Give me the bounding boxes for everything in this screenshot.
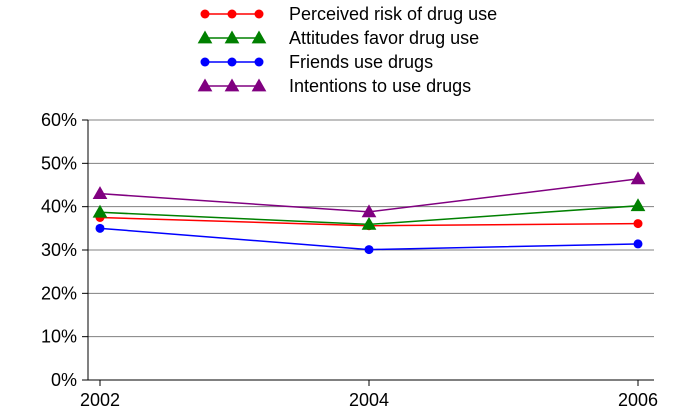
legend-marker xyxy=(224,30,240,44)
legend-label: Perceived risk of drug use xyxy=(289,4,497,24)
y-axis-ticks: 0% 10% 20% 30% 40% 50% 60% xyxy=(41,110,88,390)
legend-marker xyxy=(251,30,267,44)
legend-marker xyxy=(254,9,264,19)
data-point xyxy=(364,245,374,255)
y-tick-label: 10% xyxy=(41,327,77,347)
legend-marker xyxy=(197,30,213,44)
legend-label: Attitudes favor drug use xyxy=(289,28,479,48)
legend-label: Intentions to use drugs xyxy=(289,76,471,96)
y-tick-label: 50% xyxy=(41,153,77,173)
legend-marker xyxy=(227,9,237,19)
legend-marker xyxy=(200,57,210,67)
y-tick-label: 30% xyxy=(41,240,77,260)
legend-marker xyxy=(254,57,264,67)
x-tick-label: 2006 xyxy=(618,390,658,410)
series-intentions-to-use-drugs xyxy=(92,171,646,218)
y-tick-label: 0% xyxy=(51,370,77,390)
legend: Perceived risk of drug use Attitudes favo… xyxy=(197,4,497,96)
y-tick-label: 20% xyxy=(41,283,77,303)
data-point xyxy=(630,198,646,212)
legend-marker xyxy=(251,78,267,92)
data-point xyxy=(361,216,377,230)
legend-item: Friends use drugs xyxy=(200,52,433,72)
legend-marker xyxy=(227,57,237,67)
legend-item: Intentions to use drugs xyxy=(197,76,471,96)
data-point xyxy=(633,239,643,249)
series-attitudes-favor-drug-use xyxy=(92,198,646,230)
legend-marker xyxy=(224,78,240,92)
data-point xyxy=(92,204,108,218)
legend-item: Attitudes favor drug use xyxy=(197,28,479,48)
legend-item: Perceived risk of drug use xyxy=(200,4,497,24)
data-point xyxy=(92,186,108,200)
legend-label: Friends use drugs xyxy=(289,52,433,72)
y-tick-label: 40% xyxy=(41,197,77,217)
data-point xyxy=(361,204,377,218)
y-tick-label: 60% xyxy=(41,110,77,130)
x-axis-ticks: 2002 2004 2006 xyxy=(80,380,658,410)
series-group xyxy=(92,171,646,255)
series-friends-use-drugs xyxy=(95,223,643,255)
legend-marker xyxy=(197,78,213,92)
data-point xyxy=(630,171,646,185)
legend-marker xyxy=(200,9,210,19)
x-tick-label: 2004 xyxy=(349,390,389,410)
data-point xyxy=(633,219,643,229)
data-point xyxy=(95,223,105,233)
x-tick-label: 2002 xyxy=(80,390,120,410)
